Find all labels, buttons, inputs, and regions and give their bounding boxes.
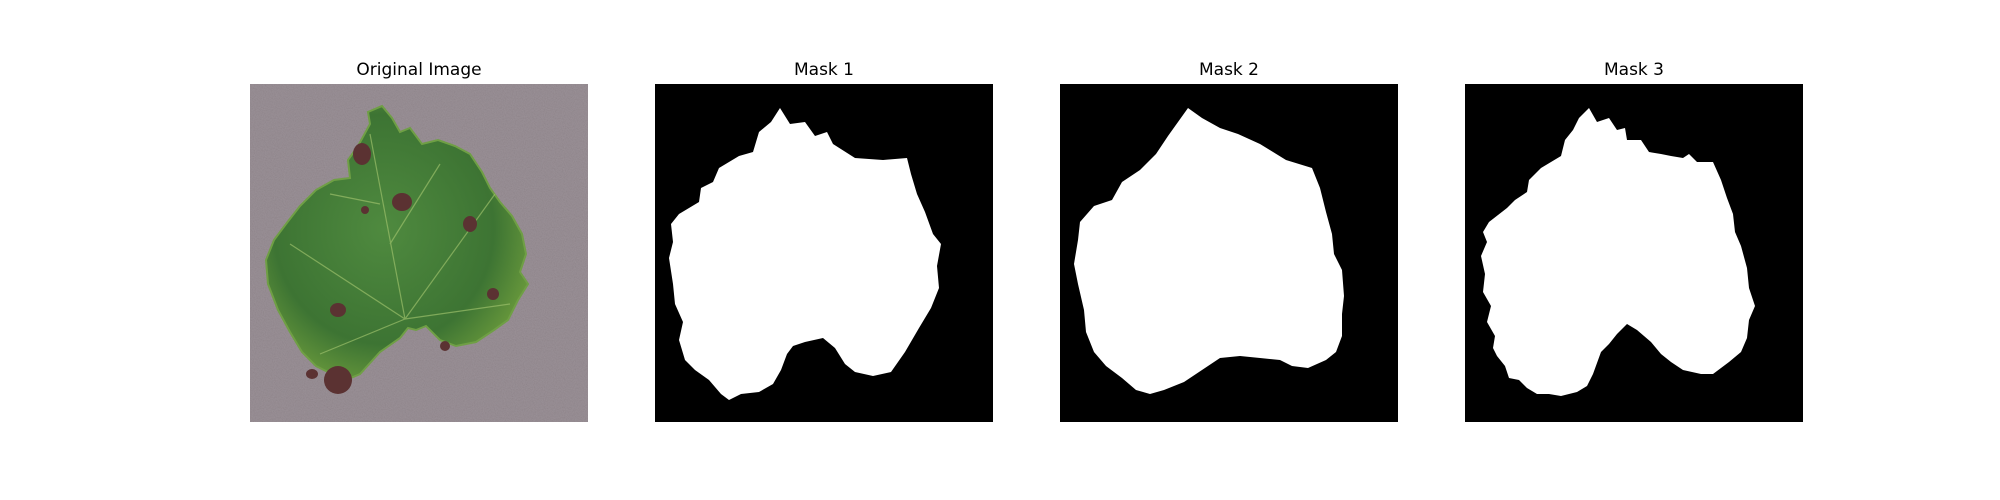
mask-region [1481, 108, 1755, 396]
mask-1-image [655, 84, 993, 422]
mask-region [669, 108, 941, 400]
mask-3-image [1465, 84, 1803, 422]
panel-title-mask-1: Mask 1 [793, 60, 854, 80]
original-leaf-image [250, 84, 588, 422]
panel-title-mask-3: Mask 3 [1603, 60, 1664, 80]
panel-title-original: Original Image [356, 60, 482, 80]
panel-title-mask-2: Mask 2 [1198, 60, 1259, 80]
mask-2-image [1060, 84, 1398, 422]
mask-region [1074, 108, 1344, 394]
lesions [306, 143, 499, 394]
leaf-veins [289, 133, 511, 355]
